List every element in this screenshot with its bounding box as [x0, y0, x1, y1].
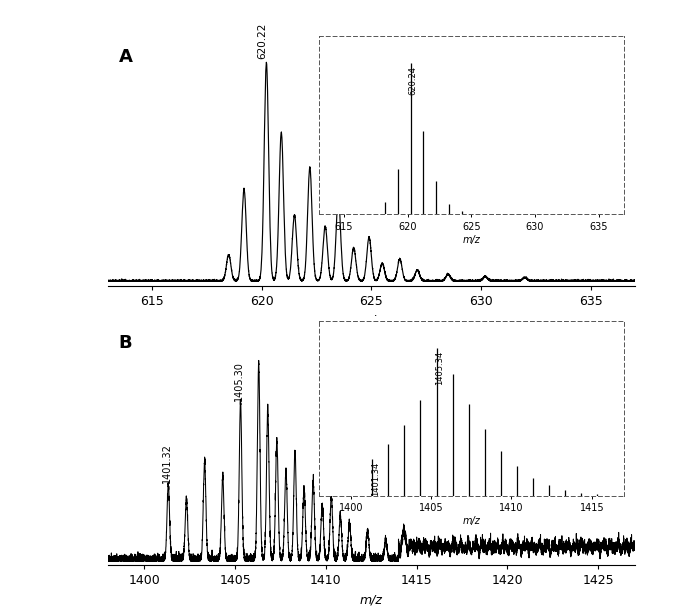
Text: A: A	[119, 48, 132, 66]
Text: B: B	[119, 334, 132, 351]
Text: 1405.30: 1405.30	[234, 361, 244, 401]
Text: 1401.32: 1401.32	[161, 443, 171, 483]
X-axis label: m/z: m/z	[360, 593, 383, 606]
X-axis label: m/z: m/z	[360, 313, 383, 326]
Text: 620.22: 620.22	[257, 22, 267, 59]
